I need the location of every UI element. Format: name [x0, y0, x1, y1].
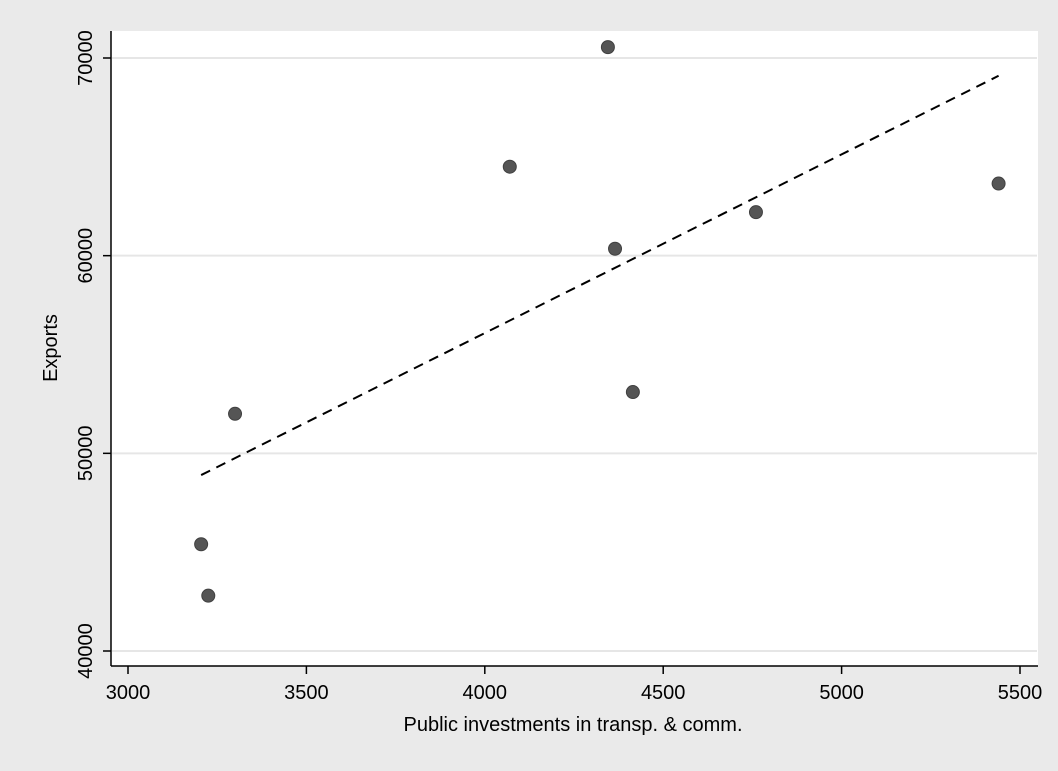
scatter-point: [228, 406, 243, 421]
scatter-point: [201, 588, 216, 603]
scatter-point: [502, 159, 517, 174]
scatter-point: [600, 40, 615, 55]
y-tick-label: 40000: [75, 623, 97, 679]
fit-line-layer: [200, 74, 1000, 476]
plot-area: [111, 31, 1038, 666]
x-tick-label: 5000: [819, 682, 864, 704]
x-tick-label: 4500: [641, 682, 686, 704]
grid-lines: [112, 57, 1037, 652]
y-tick-label: 50000: [75, 426, 97, 482]
scatter-point: [991, 176, 1006, 191]
x-tick-label: 4000: [463, 682, 508, 704]
x-tick-label: 3500: [284, 682, 329, 704]
x-tick-label: 5500: [998, 682, 1043, 704]
scatter-point: [748, 205, 763, 220]
data-points: [194, 40, 1006, 603]
x-tick-label: 3000: [106, 682, 151, 704]
y-axis-title: Exports: [40, 314, 62, 382]
scatter-point: [625, 385, 640, 400]
y-axis-ticks: 40000 50000 60000 70000: [75, 30, 111, 679]
x-axis-ticks: 3000 3500 4000 4500 5000 5500: [106, 666, 1043, 704]
scatter-point: [608, 241, 623, 256]
fitted-line: [200, 74, 1000, 476]
y-tick-label: 70000: [75, 30, 97, 86]
x-axis-title: Public investments in transp. & comm.: [403, 714, 742, 736]
y-tick-label: 60000: [75, 228, 97, 284]
scatter-point: [194, 537, 209, 552]
